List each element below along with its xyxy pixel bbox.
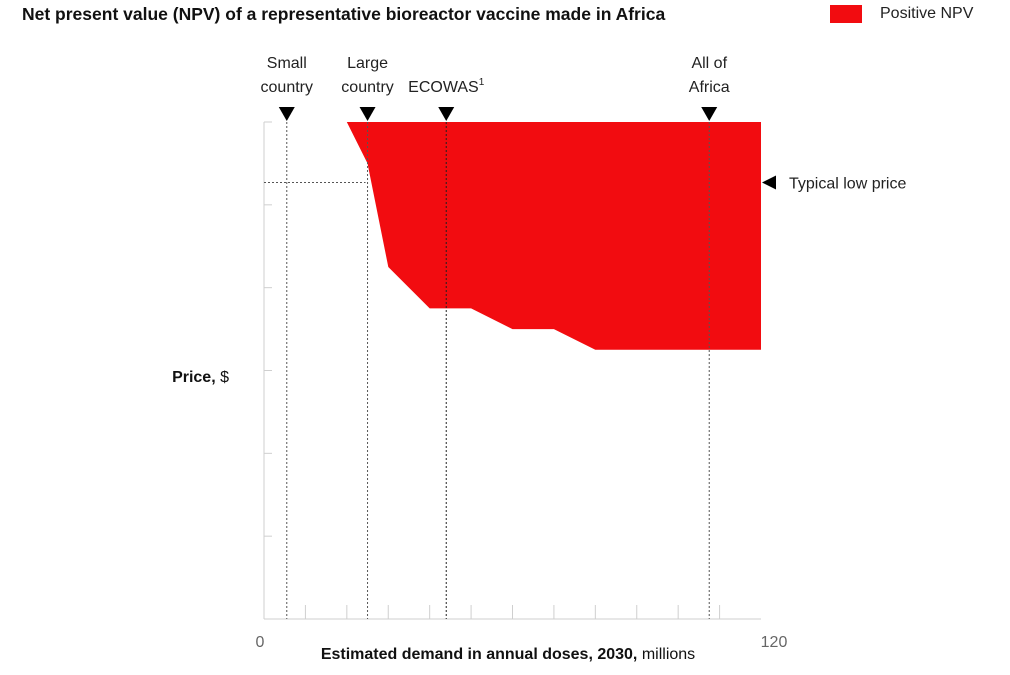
marker-label-1: Large country xyxy=(341,55,393,96)
marker-label-line-0-1: country xyxy=(261,79,313,96)
typical-low-price-label: Typical low price xyxy=(789,175,906,192)
x-axis-label: Estimated demand in annual doses, 2030, … xyxy=(321,646,695,663)
x-axis-label-unit: millions xyxy=(637,646,695,663)
y-axis-label-unit: $ xyxy=(216,369,229,386)
y-axis-label: Price, $ xyxy=(172,369,229,386)
marker-arrow-3 xyxy=(701,107,718,121)
x-tick-label-1: 120 xyxy=(761,634,788,651)
marker-arrow-2 xyxy=(438,107,455,121)
marker-arrow-1 xyxy=(359,107,376,121)
marker-label-0: Small country xyxy=(261,55,313,96)
legend-label-positive-npv: Positive NPV xyxy=(880,5,974,22)
legend-swatch-positive-npv xyxy=(830,5,862,23)
marker-label-3: All of Africa xyxy=(689,55,730,96)
x-axis-label-bold: Estimated demand in annual doses, 2030, xyxy=(321,646,638,663)
typical-low-price-arrow xyxy=(762,175,776,190)
positive-npv-area-0 xyxy=(346,122,761,350)
marker-superscript-2: 1 xyxy=(479,77,485,88)
marker-label-line-1-0: Large xyxy=(347,55,388,72)
marker-label-line-3-1: Africa xyxy=(689,79,730,96)
y-axis-label-bold: Price, xyxy=(172,369,216,386)
marker-label-line-1-1: country xyxy=(341,79,393,96)
marker-label-2: ECOWAS1 xyxy=(408,77,485,96)
chart-title: Net present value (NPV) of a representat… xyxy=(22,4,666,24)
legend: Positive NPV xyxy=(830,5,973,23)
marker-label-line-3-0: All of xyxy=(691,55,727,72)
marker-arrow-0 xyxy=(278,107,295,121)
marker-label-line-0-0: Small xyxy=(267,55,307,72)
marker-label-line-2-0: ECOWAS xyxy=(408,79,479,96)
x-tick-label-0: 0 xyxy=(256,634,265,651)
